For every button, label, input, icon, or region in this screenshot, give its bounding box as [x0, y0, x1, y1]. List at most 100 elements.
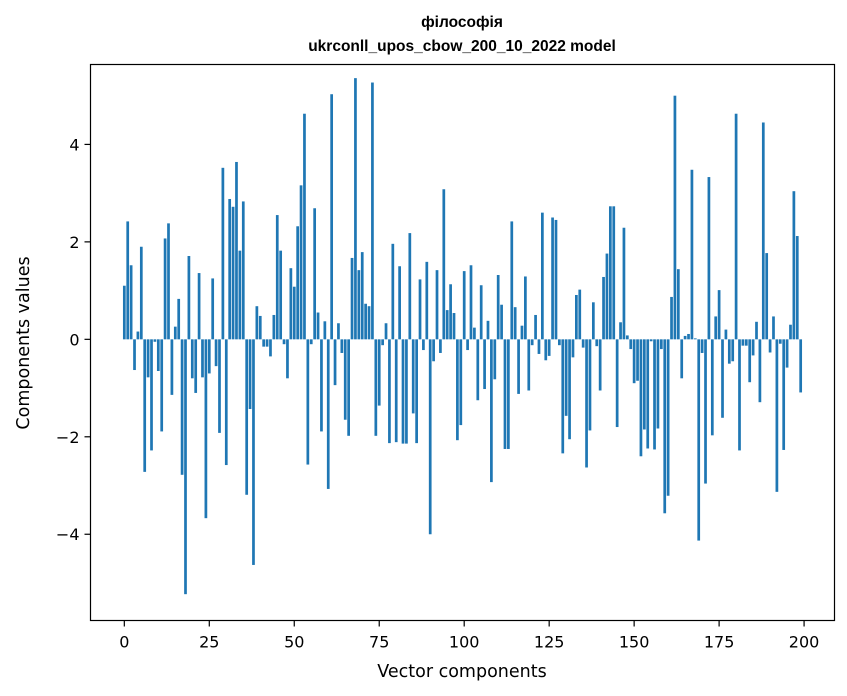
bar-component-32 [231, 206, 235, 340]
bar-component-145 [615, 339, 619, 428]
bar-component-173 [710, 339, 714, 436]
bar-component-7 [146, 339, 150, 378]
bar-component-14 [170, 339, 174, 395]
bar-component-127 [554, 219, 558, 340]
bar-component-122 [537, 339, 541, 354]
bar-component-92 [435, 270, 439, 340]
bar-component-126 [551, 217, 554, 340]
bar-component-130 [564, 339, 568, 416]
bar-component-97 [452, 313, 456, 340]
bar-component-71 [364, 303, 367, 340]
bar-component-110 [496, 275, 500, 340]
bar-component-70 [360, 252, 364, 340]
bar-component-50 [292, 286, 296, 340]
bar-component-152 [639, 339, 643, 457]
bar-component-24 [204, 339, 208, 519]
bar-component-1 [126, 221, 130, 340]
bar-component-20 [190, 339, 194, 379]
bar-component-119 [527, 339, 531, 391]
bar-component-125 [547, 339, 551, 356]
bar-component-135 [581, 339, 585, 348]
bar-component-192 [775, 339, 779, 492]
bar-component-15 [173, 326, 177, 340]
bar-component-186 [755, 321, 758, 340]
bar-component-40 [258, 315, 262, 340]
bar-component-26 [211, 278, 215, 340]
bar-component-88 [422, 339, 425, 351]
bar-component-13 [167, 223, 170, 340]
bar-component-158 [659, 339, 663, 350]
bar-component-39 [255, 306, 259, 340]
bar-component-57 [316, 312, 320, 340]
bar-component-105 [479, 285, 483, 340]
bar-component-162 [673, 95, 677, 340]
bar-component-157 [656, 339, 660, 429]
bar-component-22 [197, 273, 201, 340]
y-axis-label: Components values [14, 256, 34, 429]
bar-component-34 [238, 250, 242, 340]
bar-component-48 [286, 339, 289, 379]
bar-component-84 [408, 233, 412, 340]
bar-component-182 [741, 339, 745, 346]
bar-component-124 [544, 339, 548, 361]
bar-component-178 [727, 339, 731, 364]
bar-component-159 [663, 339, 667, 514]
bar-component-106 [483, 339, 486, 390]
bar-component-33 [235, 161, 238, 340]
y-axis-ticks: −4 −2 0 2 4 [56, 135, 91, 544]
bar-component-129 [561, 339, 565, 454]
bar-component-144 [612, 206, 616, 340]
bar-component-189 [765, 253, 769, 340]
bar-component-136 [585, 339, 588, 468]
bars-group [122, 78, 803, 595]
bar-component-161 [670, 296, 673, 340]
bar-component-160 [666, 339, 670, 496]
bar-component-180 [734, 113, 738, 340]
bar-component-35 [241, 201, 245, 340]
bar-component-38 [252, 339, 255, 565]
bar-component-149 [629, 339, 633, 350]
bar-component-138 [591, 302, 595, 340]
bar-component-96 [449, 284, 452, 340]
x-tick-label: 25 [199, 633, 219, 652]
bar-component-17 [180, 339, 184, 475]
x-tick-label: 0 [119, 633, 129, 652]
bar-component-140 [598, 339, 602, 391]
bar-component-2 [129, 265, 133, 340]
bar-component-163 [676, 269, 680, 340]
y-tick-label: −2 [56, 428, 80, 447]
bar-component-87 [418, 279, 422, 340]
bar-component-113 [507, 339, 510, 449]
bar-component-168 [693, 338, 697, 340]
bar-component-54 [306, 339, 310, 465]
bar-component-187 [758, 339, 762, 403]
bar-component-170 [700, 339, 704, 353]
bar-component-165 [683, 335, 687, 340]
bar-component-45 [275, 215, 279, 340]
bar-component-185 [751, 339, 755, 356]
bar-component-81 [398, 266, 401, 340]
bar-component-53 [303, 113, 306, 340]
bar-component-148 [625, 335, 629, 340]
bar-component-82 [401, 339, 405, 444]
bar-component-56 [313, 208, 317, 340]
bar-component-133 [575, 294, 578, 340]
bar-component-102 [469, 265, 473, 340]
bar-component-181 [738, 339, 741, 451]
bar-component-167 [690, 169, 694, 340]
x-tick-label: 175 [704, 633, 735, 652]
bar-component-169 [697, 339, 701, 541]
bar-component-134 [578, 289, 582, 340]
bar-component-95 [445, 310, 449, 340]
bar-component-12 [163, 238, 167, 340]
bar-component-199 [799, 339, 803, 393]
bar-component-150 [632, 339, 636, 384]
bar-component-188 [761, 122, 765, 340]
bar-component-68 [354, 78, 357, 340]
bar-component-89 [425, 261, 429, 340]
bar-component-109 [493, 339, 497, 380]
bar-component-90 [428, 339, 432, 535]
bar-component-112 [503, 339, 507, 449]
bar-component-179 [731, 339, 735, 362]
bar-component-23 [201, 339, 204, 378]
